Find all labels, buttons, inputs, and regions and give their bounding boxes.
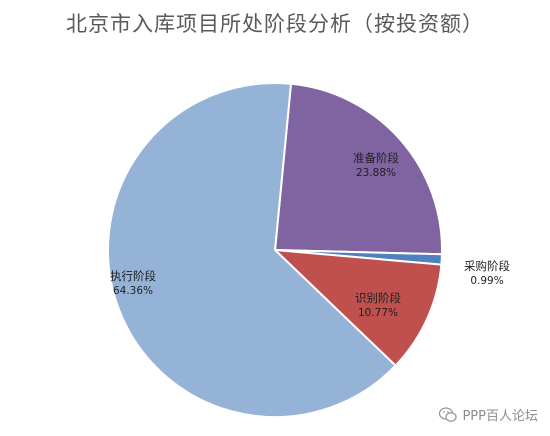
slice-value-label: 23.88% <box>356 167 396 179</box>
pie-slice <box>107 82 397 418</box>
slice-label: 执行阶段 <box>110 269 156 283</box>
slice-label: 采购阶段 <box>464 259 510 273</box>
pie-labels: 准备阶段 23.88% 采购阶段 0.99% 识别阶段 10.77% 执行阶段 64.36% <box>110 151 510 319</box>
slice-value-label: 64.36% <box>113 285 153 297</box>
slice-value-label: 10.77% <box>358 307 398 319</box>
wechat-icon <box>439 406 458 422</box>
chart-title: 北京市入库项目所处阶段分析（按投资额） <box>66 12 484 36</box>
slice-label: 准备阶段 <box>353 151 399 165</box>
pie-slices <box>107 82 443 418</box>
slice-value-label: 0.99% <box>470 275 503 287</box>
pie-slice <box>273 82 443 256</box>
watermark-text: PPP百人论坛 <box>462 409 538 424</box>
watermark: PPP百人论坛 <box>439 405 538 424</box>
pie-slice <box>272 248 443 368</box>
slice-label: 识别阶段 <box>355 291 401 305</box>
